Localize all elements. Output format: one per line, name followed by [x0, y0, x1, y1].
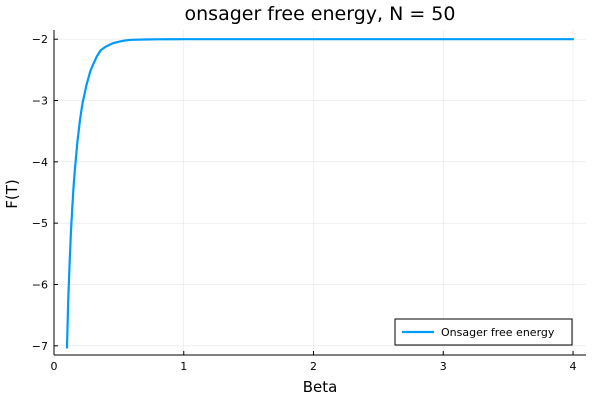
x-tick-label: 2 [310, 360, 317, 373]
y-axis-label: F(T) [3, 179, 21, 209]
x-tick-label: 1 [180, 360, 187, 373]
grid [53, 30, 586, 355]
y-tick-label: −5 [32, 217, 48, 230]
series [65, 38, 575, 349]
series-line-onsager-free-energy [65, 38, 575, 349]
x-axis-label: Beta [303, 378, 338, 396]
y-tick-label: −6 [32, 278, 48, 291]
y-tick-label: −4 [32, 156, 48, 169]
x-tick-label: 3 [440, 360, 447, 373]
y-tick-label: −7 [32, 340, 48, 353]
y-tick-label: −3 [32, 95, 48, 108]
x-tick-label: 4 [570, 360, 577, 373]
legend: Onsager free energy [394, 318, 573, 346]
x-tick-label: 0 [51, 360, 58, 373]
tick-labels: 0 1 2 3 4 −7 −6 −5 −4 −3 −2 [32, 33, 577, 373]
chart-title: onsager free energy, N = 50 [185, 3, 456, 25]
axes [53, 30, 586, 356]
legend-label: Onsager free energy [441, 326, 555, 339]
y-tick-label: −2 [32, 33, 48, 46]
